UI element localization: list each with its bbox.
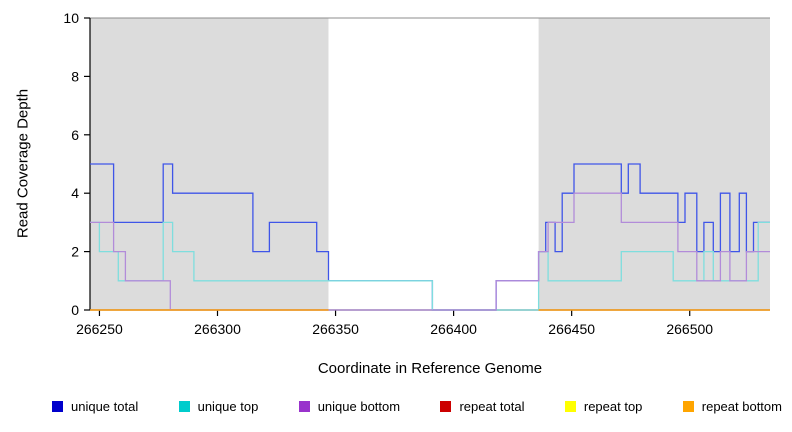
legend-label: repeat top xyxy=(583,399,643,414)
y-tick-label: 2 xyxy=(71,244,79,260)
legend-label: repeat bottom xyxy=(701,399,782,414)
legend-swatch-icon xyxy=(52,401,63,412)
y-tick-label: 6 xyxy=(71,127,79,143)
plot-svg: 0 2 4 6 8 10 266250 266300 266350 266400 266450 266… xyxy=(63,10,770,337)
legend-swatch-icon xyxy=(440,401,452,412)
legend-item-unique-top: unique top xyxy=(178,399,259,414)
y-tick-label: 8 xyxy=(71,68,79,84)
x-tick-label: 266250 xyxy=(76,321,123,337)
y-axis-label: Read Coverage Depth xyxy=(14,88,32,239)
x-tick-label: 266450 xyxy=(548,321,595,337)
legend-item-unique-total: unique total xyxy=(52,399,138,414)
x-axis-label: Coordinate in Reference Genome xyxy=(317,360,543,377)
legend-item-unique-bottom: unique bottom xyxy=(298,399,401,414)
y-tick-label: 10 xyxy=(63,10,79,26)
x-tick-label: 266350 xyxy=(312,321,359,337)
legend-item-repeat-top: repeat top xyxy=(564,399,643,414)
legend-label: unique total xyxy=(71,399,139,414)
legend-swatch-icon xyxy=(682,401,694,412)
series-unique-bottom xyxy=(90,192,770,311)
x-tick-label: 266300 xyxy=(194,321,241,337)
repeat-region-shading xyxy=(90,18,329,310)
legend-swatch-icon xyxy=(564,401,576,412)
legend-label: unique bottom xyxy=(317,399,401,414)
series-unique-total xyxy=(90,163,770,311)
x-tick-label: 266400 xyxy=(430,321,477,337)
x-tick-label: 266500 xyxy=(666,321,713,337)
legend-item-repeat-bottom: repeat bottom xyxy=(682,399,782,414)
legend-swatch-icon xyxy=(298,401,310,412)
legend-item-repeat-total: repeat total xyxy=(440,399,525,414)
legend-swatch-icon xyxy=(178,401,190,412)
y-tick-label: 4 xyxy=(71,185,79,201)
legend-label: unique top xyxy=(197,399,259,414)
repeat-region-shading xyxy=(538,18,770,310)
legend-label: repeat total xyxy=(459,399,525,414)
legend: unique total unique top unique bottom repea… xyxy=(0,399,792,414)
y-tick-label: 0 xyxy=(71,302,79,318)
